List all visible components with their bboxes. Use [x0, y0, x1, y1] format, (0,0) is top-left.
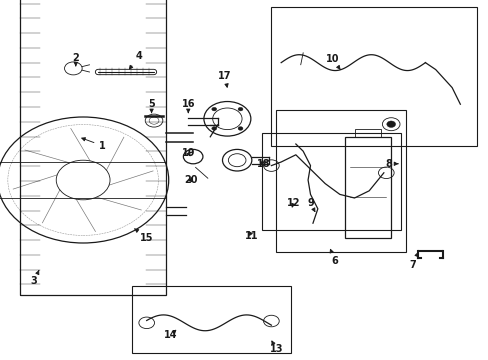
Text: 4: 4 — [129, 51, 142, 69]
Text: 13: 13 — [269, 341, 283, 354]
Text: 9: 9 — [306, 198, 314, 212]
Text: 1: 1 — [81, 138, 106, 151]
Bar — [276, 110, 405, 252]
Text: 15: 15 — [135, 229, 153, 243]
Bar — [354, 129, 381, 137]
Circle shape — [386, 121, 395, 127]
Bar — [132, 286, 290, 353]
Circle shape — [211, 107, 216, 111]
Text: 8: 8 — [385, 159, 397, 169]
Text: 5: 5 — [148, 99, 155, 113]
Circle shape — [238, 107, 243, 111]
Text: 18: 18 — [257, 159, 270, 169]
Bar — [344, 137, 390, 238]
Text: 10: 10 — [325, 54, 340, 69]
Text: 20: 20 — [183, 175, 197, 185]
Text: 16: 16 — [181, 99, 195, 113]
Bar — [20, 0, 166, 295]
Text: 14: 14 — [164, 330, 178, 340]
Text: 7: 7 — [409, 253, 417, 270]
Bar — [261, 133, 400, 230]
Text: 6: 6 — [329, 249, 338, 266]
Circle shape — [238, 127, 243, 130]
Text: 17: 17 — [218, 71, 231, 87]
Circle shape — [211, 127, 216, 130]
Text: 11: 11 — [244, 231, 258, 241]
Text: 19: 19 — [181, 148, 195, 158]
Bar — [271, 7, 476, 146]
Text: 12: 12 — [286, 198, 300, 208]
Text: 2: 2 — [72, 53, 79, 66]
Text: 3: 3 — [31, 270, 39, 286]
